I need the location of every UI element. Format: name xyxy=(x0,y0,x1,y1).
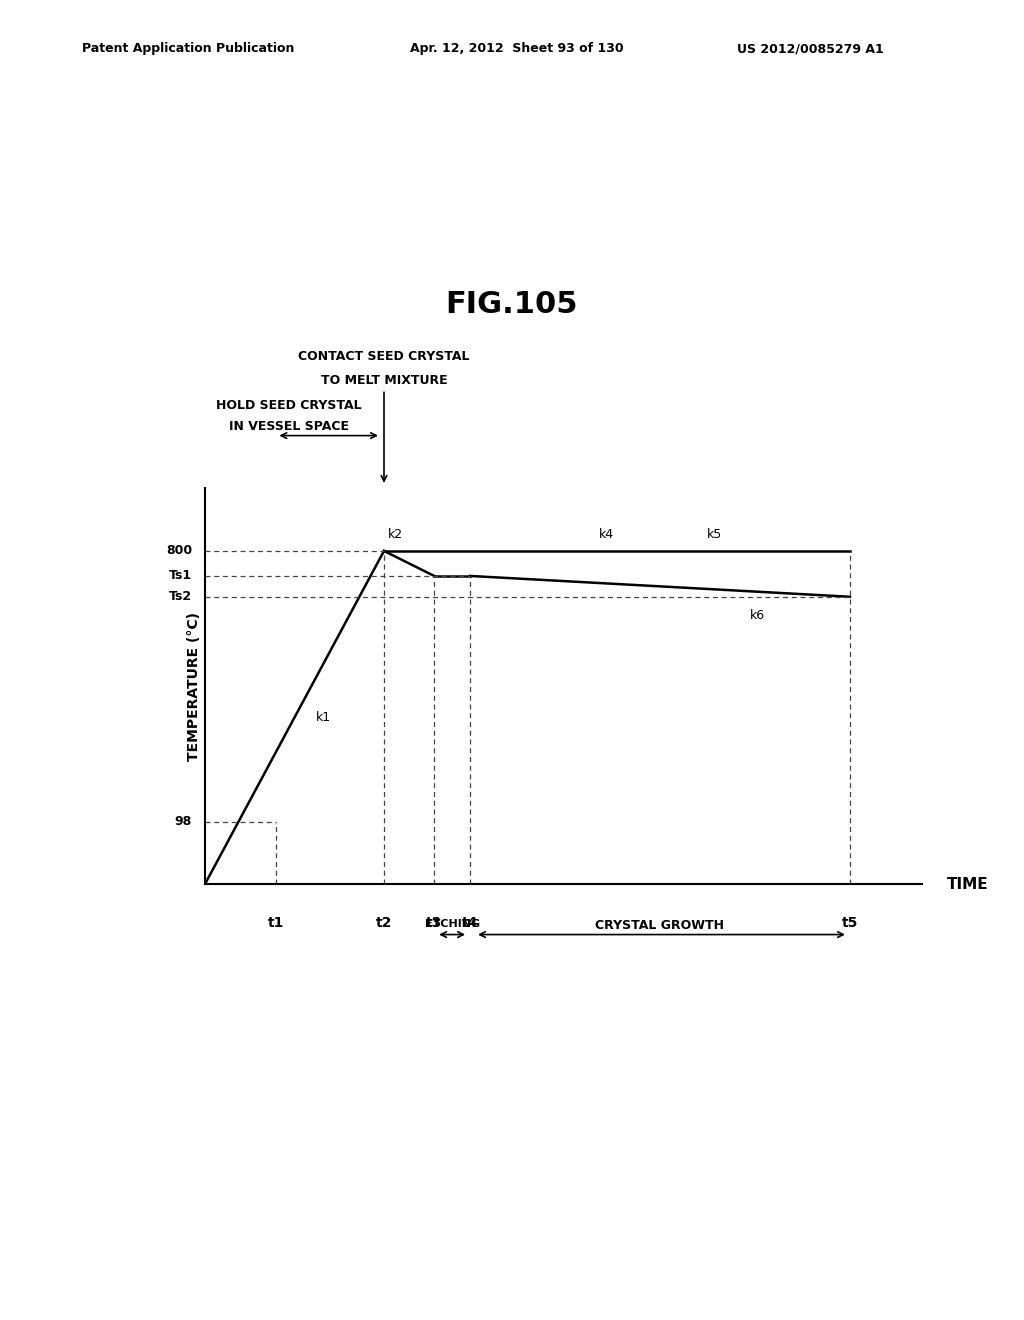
Text: k1: k1 xyxy=(315,711,331,725)
Text: k6: k6 xyxy=(750,610,765,622)
Text: t4: t4 xyxy=(462,916,478,929)
Text: Ts2: Ts2 xyxy=(169,590,191,603)
Text: FIG.105: FIG.105 xyxy=(445,290,579,319)
Text: CONTACT SEED CRYSTAL: CONTACT SEED CRYSTAL xyxy=(298,350,470,363)
Text: Patent Application Publication: Patent Application Publication xyxy=(82,42,294,55)
Text: TIME: TIME xyxy=(946,876,988,892)
Text: TO MELT MIXTURE: TO MELT MIXTURE xyxy=(321,374,447,387)
Text: t1: t1 xyxy=(268,916,285,929)
Text: CRYSTAL GROWTH: CRYSTAL GROWTH xyxy=(596,919,724,932)
Text: t3: t3 xyxy=(426,916,442,929)
Text: k5: k5 xyxy=(707,528,722,540)
Text: 800: 800 xyxy=(166,544,191,557)
Y-axis label: TEMPERATURE (°C): TEMPERATURE (°C) xyxy=(186,612,201,760)
Text: IN VESSEL SPACE: IN VESSEL SPACE xyxy=(229,420,349,433)
Text: ETCHING: ETCHING xyxy=(425,919,479,929)
Text: Apr. 12, 2012  Sheet 93 of 130: Apr. 12, 2012 Sheet 93 of 130 xyxy=(410,42,624,55)
Text: k4: k4 xyxy=(599,528,614,540)
Text: t2: t2 xyxy=(376,916,392,929)
Text: t5: t5 xyxy=(842,916,858,929)
Text: US 2012/0085279 A1: US 2012/0085279 A1 xyxy=(737,42,884,55)
Text: HOLD SEED CRYSTAL: HOLD SEED CRYSTAL xyxy=(216,399,362,412)
Text: Ts1: Ts1 xyxy=(169,569,191,582)
Text: k2: k2 xyxy=(387,528,402,540)
Text: 98: 98 xyxy=(175,816,191,829)
